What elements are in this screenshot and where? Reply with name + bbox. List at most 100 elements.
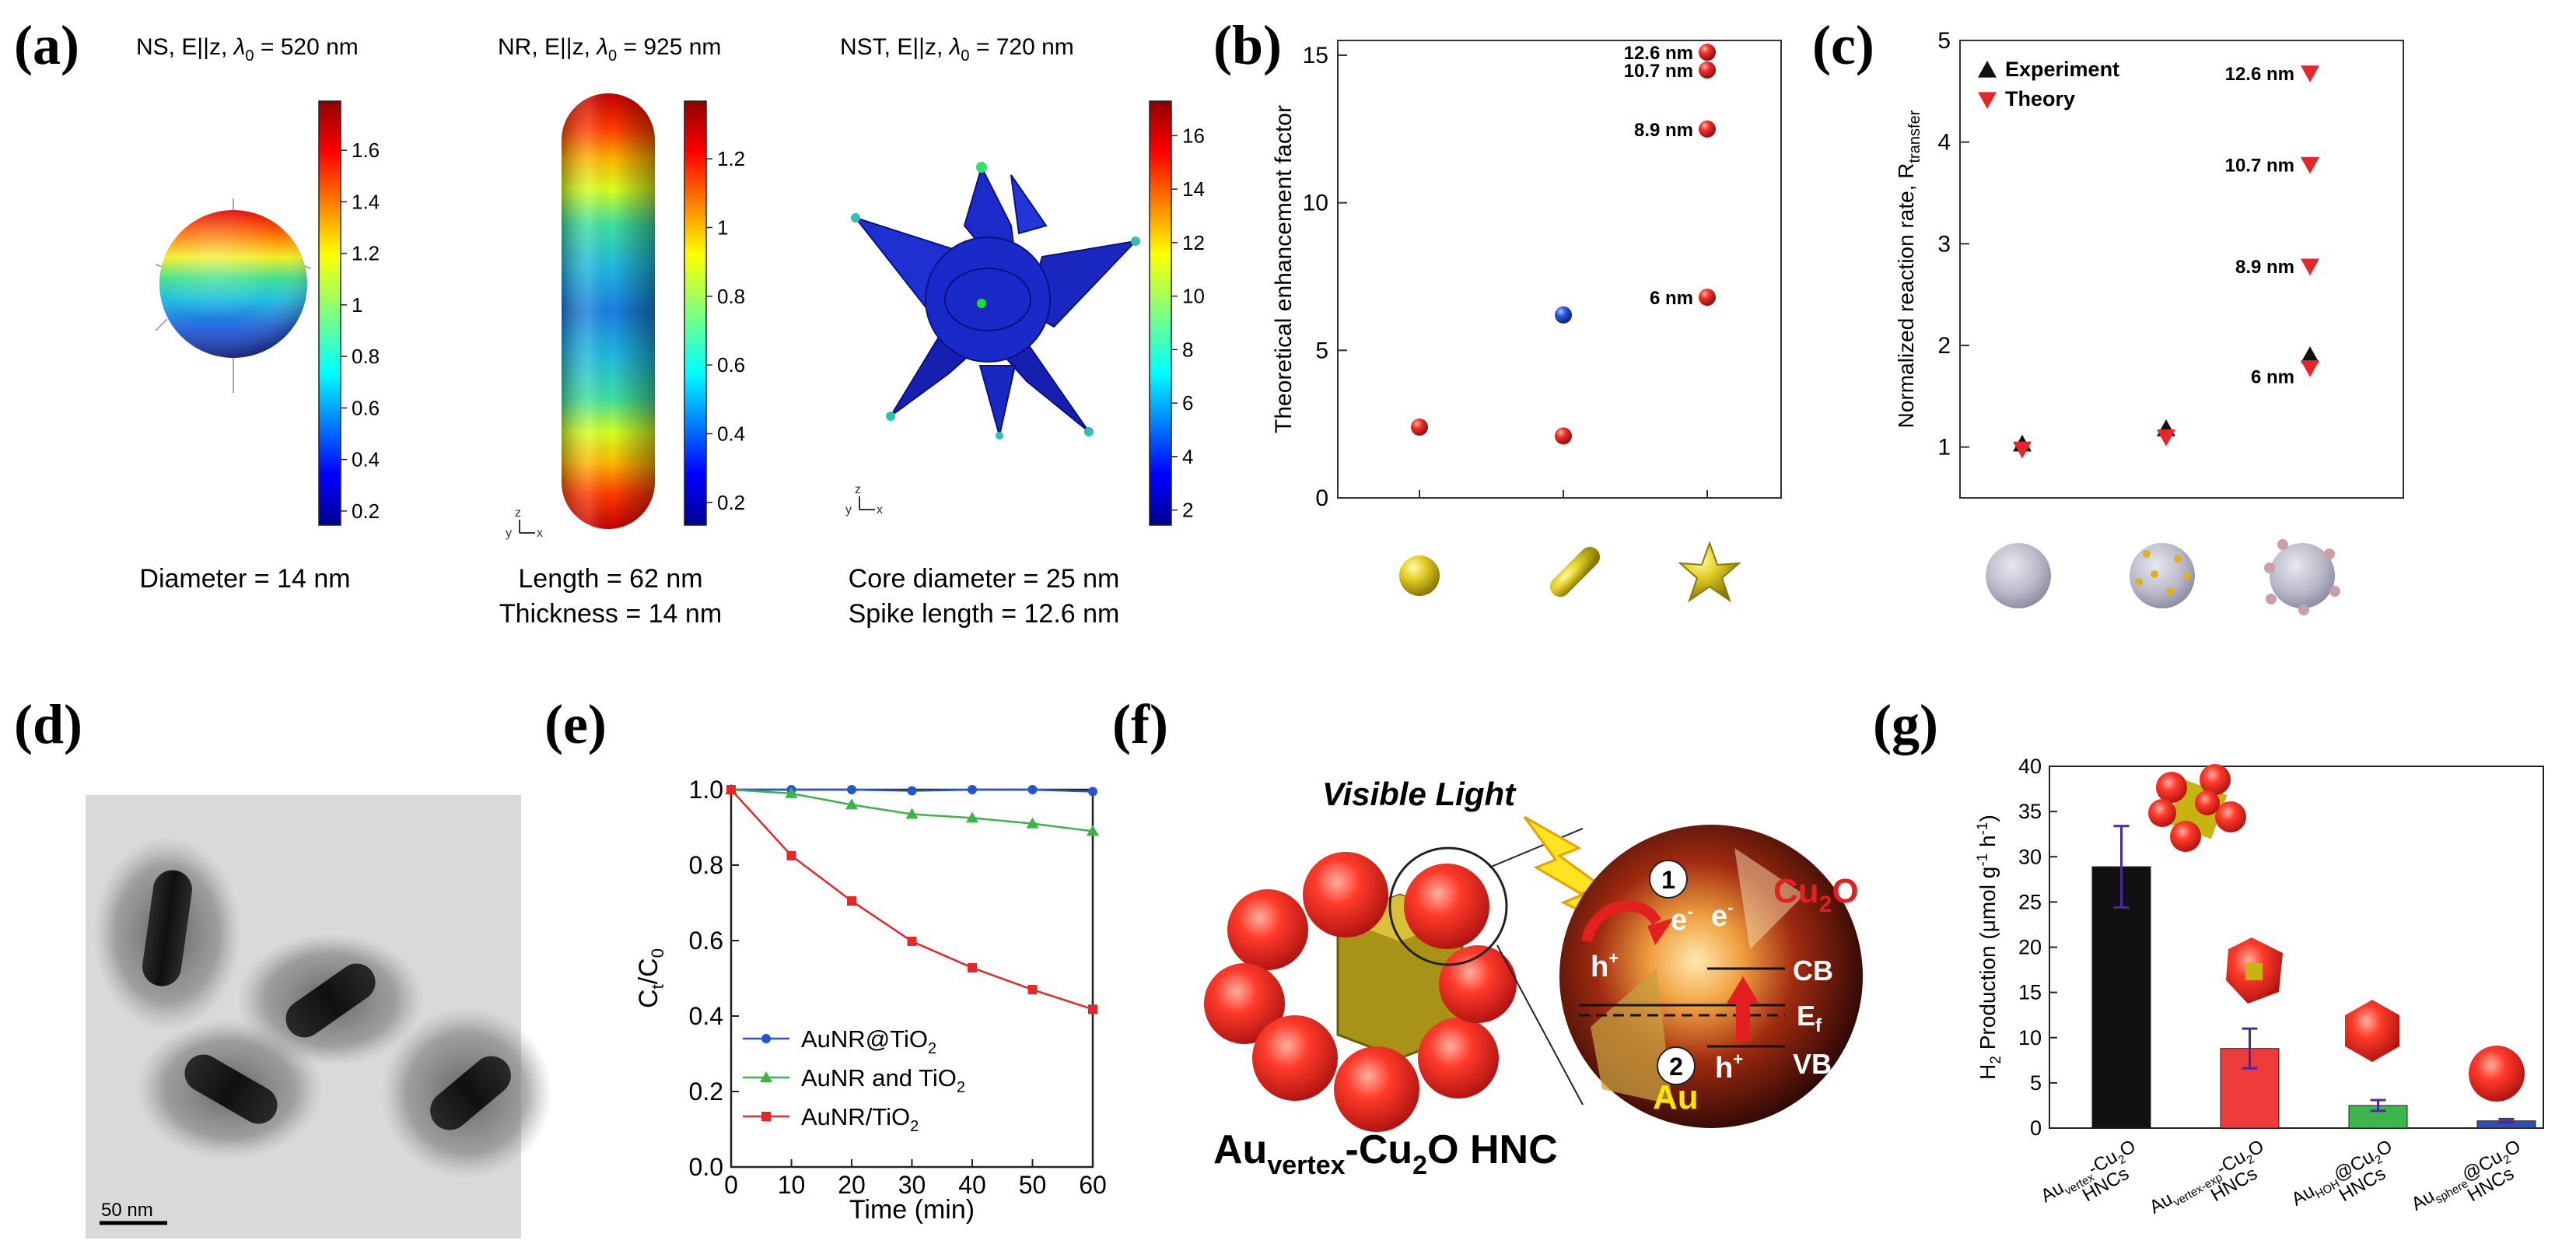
scalebar-label: 50 nm xyxy=(101,1200,153,1221)
nanosphere-particle-icon xyxy=(1986,543,2051,608)
plot-frame xyxy=(730,788,1094,1169)
y-tick-label: 40 xyxy=(2018,755,2042,778)
y-axis-label: Ct/C0 xyxy=(634,948,667,1008)
colorbar-tick-label: 8 xyxy=(1182,338,1193,361)
colorbar-ticks: 16 14 12 10 8 6 4 2 xyxy=(1171,124,1205,522)
nanostar-caption-spike: Spike length = 12.6 nm xyxy=(849,599,1120,629)
category-icons xyxy=(1399,541,1741,603)
data-point xyxy=(760,1071,772,1082)
data-point xyxy=(968,962,977,972)
data-point xyxy=(1699,61,1716,79)
panel-letter: (e) xyxy=(544,693,607,755)
y-tick-label: 0 xyxy=(2030,1116,2042,1140)
point-label: 8.9 nm xyxy=(1634,120,1693,141)
simulation-title: NST, E||z, λ0 = 720 nm xyxy=(840,34,1074,65)
y-tick-label: 20 xyxy=(2018,936,2042,959)
data-point xyxy=(2301,65,2319,82)
data-point xyxy=(1699,289,1716,307)
panel-letter: (a) xyxy=(14,14,79,76)
legend-marker xyxy=(1978,61,1997,78)
legend-label: Theory xyxy=(2005,87,2075,110)
vb-label: VB xyxy=(1793,1048,1832,1080)
y-tick-label: 15 xyxy=(2018,981,2042,1004)
hole-label-2: h+ xyxy=(1715,1050,1743,1085)
y-tick-label: 0 xyxy=(1315,485,1328,511)
point-label: 12.6 nm xyxy=(2225,64,2294,85)
y-tick-label: 0.0 xyxy=(689,1153,723,1181)
panel-letter: (d) xyxy=(14,693,82,755)
panel-letter: (g) xyxy=(1873,693,1938,755)
colorbar-tick-label: 1 xyxy=(352,293,362,317)
colorbar-tick-label: 0.6 xyxy=(717,353,745,377)
colorbar-tick-label: 1.6 xyxy=(352,138,380,162)
colorbar-tick-label: 10 xyxy=(1182,285,1205,308)
data-point xyxy=(968,785,977,794)
x-tick-label: 60 xyxy=(1079,1171,1107,1199)
panel-d: (d) 50 nm xyxy=(14,693,552,1239)
colorbar xyxy=(1149,100,1172,526)
panel-f: (f) Visible Light Auvertex-Cu2O HNC xyxy=(1112,693,1863,1180)
point-label: 10.7 nm xyxy=(1624,61,1693,82)
y-tick-label: 10 xyxy=(1303,191,1328,216)
nanosphere-caption: Diameter = 14 nm xyxy=(139,564,350,594)
y-tick-label: 30 xyxy=(2018,845,2042,868)
colorbar-tick-label: 1.2 xyxy=(352,242,380,265)
panel-letter: (b) xyxy=(1213,14,1282,76)
y-tick-label: 1 xyxy=(1937,435,1951,461)
colorbar-tick-label: 12 xyxy=(1182,231,1205,254)
x-tick-label: 0 xyxy=(724,1171,738,1199)
y-axis-label: Normalized reaction rate, Rtransfer xyxy=(1894,110,1923,428)
plot-frame xyxy=(1959,40,2404,499)
simulation-title: NS, E||z, λ0 = 520 nm xyxy=(136,34,359,65)
svg-text:x: x xyxy=(537,527,543,540)
legend-label: AuNR@TiO2 xyxy=(801,1025,936,1057)
colorbar-tick-label: 0.8 xyxy=(717,285,745,308)
colorbar-tick-label: 14 xyxy=(1182,177,1205,201)
y-tick-label: 0.2 xyxy=(689,1078,723,1106)
x-tick-label: 50 xyxy=(1019,1171,1047,1199)
plot-frame xyxy=(1337,40,1782,499)
data-point xyxy=(2301,156,2319,174)
data-point xyxy=(1088,787,1097,797)
y-tick-label: 5 xyxy=(1315,338,1328,363)
data-point xyxy=(1555,306,1572,324)
x-tick-label: 20 xyxy=(838,1171,866,1199)
nanostar-particle-icon xyxy=(2264,539,2340,615)
nanorod-simulation: NR, E||z, λ0 = 925 nm 1.2 1 0.8 0.6 0.4 0.2 y… xyxy=(498,34,745,629)
data-point xyxy=(966,811,978,823)
electron-label-1: e- xyxy=(1671,902,1692,937)
colorbar-tick-label: 0.4 xyxy=(717,422,745,446)
hnc-illustration: Auvertex-Cu2O HNC xyxy=(1204,828,1584,1180)
svg-text:x: x xyxy=(877,503,883,517)
data-point xyxy=(786,850,796,860)
data-point xyxy=(785,787,798,798)
y-tick-label: 0.4 xyxy=(689,1002,723,1030)
visible-light-label: Visible Light xyxy=(1322,776,1517,812)
nanostar-field-map xyxy=(851,162,1140,440)
point-label: 6 nm xyxy=(2251,367,2294,388)
panel-e: (e) 0.0 0.2 0.4 0.6 0.8 1.0 0 10 20 30 40 50 60 Time … xyxy=(544,693,1107,1225)
hoh-icon xyxy=(2345,1000,2399,1062)
point-label: 8.9 nm xyxy=(2235,257,2294,278)
y-tick-label: 2 xyxy=(1937,333,1951,359)
x-axis-label: Time (min) xyxy=(849,1195,975,1225)
y-axis-label: Theoretical enhancement factor xyxy=(1271,105,1297,433)
y-tick-label: 3 xyxy=(1937,231,1951,257)
axis-triad-icon: yz x xyxy=(845,483,883,517)
svg-text:z: z xyxy=(515,506,521,520)
svg-text:2: 2 xyxy=(1669,1053,1683,1081)
nanostar-caption-core: Core diameter = 25 nm xyxy=(849,564,1120,594)
nanostar-icon xyxy=(1678,541,1741,603)
simulation-title: NR, E||z, λ0 = 925 nm xyxy=(498,34,721,65)
point-label: 12.6 nm xyxy=(1624,43,1693,64)
panel-b: (b) 0 5 10 15 Theoretical enhancement factor… xyxy=(1213,14,1782,603)
y-tick-label: 25 xyxy=(2018,890,2042,913)
vertex-hnc-icon xyxy=(2148,764,2246,852)
point-label: 10.7 nm xyxy=(2225,155,2294,176)
nanorod-caption-thickness: Thickness = 14 nm xyxy=(499,599,722,629)
structure-icons xyxy=(2148,764,2525,1102)
y-tick-label: 1.0 xyxy=(689,776,723,804)
data-point xyxy=(1411,418,1428,436)
